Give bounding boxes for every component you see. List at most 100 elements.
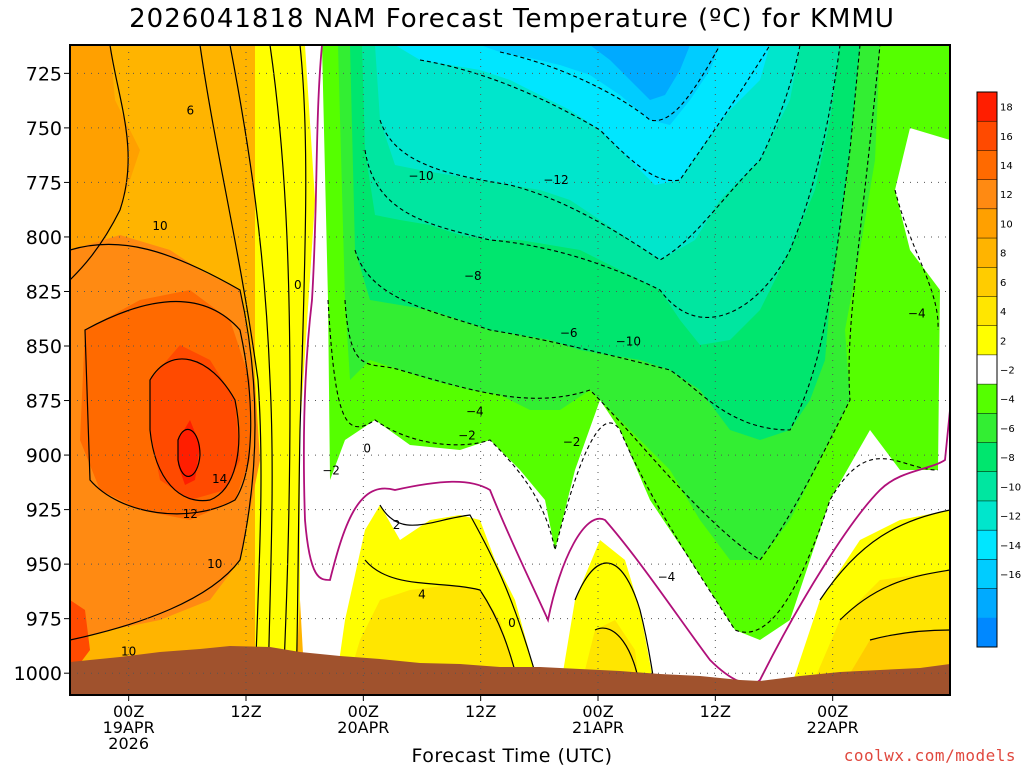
contour-label: 4 bbox=[418, 588, 426, 602]
contour-line bbox=[364, 559, 521, 691]
band-warm-low bbox=[70, 600, 90, 670]
contour-label: −10 bbox=[616, 335, 641, 349]
colorbar-segment bbox=[977, 442, 997, 473]
colorbar-label: −2 bbox=[1000, 366, 1015, 377]
contour-line-zero bbox=[302, 45, 950, 685]
contour-line bbox=[70, 45, 129, 281]
colorbar-segment bbox=[977, 413, 997, 444]
y-tick-label: 900 bbox=[26, 445, 62, 467]
y-tick-label: 875 bbox=[26, 391, 62, 413]
x-tick-label: 12Z bbox=[465, 702, 496, 721]
colorbar-segment bbox=[977, 384, 997, 414]
contour-label: 14 bbox=[212, 472, 227, 486]
colorbar-segment bbox=[977, 530, 997, 560]
colorbar-label: 16 bbox=[1000, 132, 1013, 143]
colorbar-label: −16 bbox=[1000, 570, 1021, 581]
colorbar-segment bbox=[977, 354, 997, 385]
colorbar-label: −10 bbox=[1000, 482, 1021, 493]
y-tick-label: 850 bbox=[26, 336, 62, 358]
colorbar-label: 2 bbox=[1000, 336, 1006, 347]
x-tick-label: 00Z bbox=[348, 702, 379, 721]
contour-label: 0 bbox=[508, 616, 516, 630]
contour-line bbox=[177, 428, 201, 478]
x-tick-label: 00Z bbox=[113, 702, 144, 721]
colorbar-segment bbox=[977, 179, 997, 210]
contour-label: 6 bbox=[186, 103, 194, 117]
x-tick-label: 00Z bbox=[817, 702, 848, 721]
y-tick-label: 950 bbox=[26, 554, 62, 576]
contour-line bbox=[269, 45, 291, 691]
x-tick-label: 2026 bbox=[108, 734, 149, 753]
colorbar-label: 12 bbox=[1000, 190, 1013, 201]
contour-line bbox=[70, 243, 256, 641]
contour-line bbox=[419, 45, 771, 182]
contour-line bbox=[327, 299, 939, 633]
colorbar: 18 16 14 12 10 8 6 4 2 −2 −4 −6 −8 −10 −12 −14 −16 bbox=[976, 91, 1021, 648]
contour-label: 10 bbox=[152, 219, 167, 233]
contour-label: −8 bbox=[464, 269, 482, 283]
contour-label: 2 bbox=[393, 518, 401, 532]
terrain-ground bbox=[70, 646, 950, 695]
freezing-contour bbox=[302, 45, 950, 685]
colorbar-label: 8 bbox=[1000, 249, 1006, 260]
colorbar-segment bbox=[977, 617, 997, 648]
band-minus16 bbox=[590, 45, 690, 100]
contour-label: 12 bbox=[183, 507, 198, 521]
y-tick-label: 925 bbox=[26, 500, 62, 522]
y-tick-label: 775 bbox=[26, 172, 62, 194]
contour-line bbox=[84, 301, 252, 515]
contour-label: −4 bbox=[466, 404, 484, 418]
contour-line bbox=[354, 45, 861, 431]
colorbar-segment bbox=[977, 471, 997, 502]
x-tick-label: 19APR bbox=[103, 718, 155, 737]
contour-label: −4 bbox=[658, 570, 676, 584]
colorbar-segment bbox=[977, 92, 997, 122]
colorbar-segment bbox=[977, 238, 997, 268]
contour-line bbox=[364, 45, 841, 318]
colorbar-label: −4 bbox=[1000, 395, 1015, 406]
colorbar-label: 14 bbox=[1000, 161, 1013, 172]
contour-label: −6 bbox=[560, 326, 578, 340]
contour-label: 0 bbox=[363, 442, 371, 456]
contour-label: −12 bbox=[543, 173, 568, 187]
contour-label: 10 bbox=[121, 644, 136, 658]
x-tick-label: 22APR bbox=[807, 718, 859, 737]
colorbar-label: −8 bbox=[1000, 453, 1015, 464]
contour-label: −2 bbox=[458, 428, 476, 442]
contour-line bbox=[229, 45, 273, 691]
temperature-field: 6 10 0 14 12 10 10 −10 −12 −8 −6 −10 −4 −4 −2 −2 −2 0 2 4 0 −… bbox=[70, 45, 950, 695]
contour-label: 0 bbox=[294, 278, 302, 292]
colorbar-segment bbox=[977, 150, 997, 181]
colorbar-frame bbox=[976, 91, 998, 648]
x-tick-label: 12Z bbox=[230, 702, 261, 721]
colorbar-segment bbox=[977, 208, 997, 239]
contour-line bbox=[379, 45, 801, 261]
y-tick-label: 825 bbox=[26, 281, 62, 303]
y-tick-label: 750 bbox=[26, 118, 62, 140]
y-tick-label: 800 bbox=[26, 227, 62, 249]
colorbar-segment bbox=[977, 588, 997, 619]
contour-line bbox=[839, 569, 950, 621]
colorbar-segment bbox=[977, 121, 997, 151]
contour-line bbox=[819, 509, 950, 601]
band-16-18 bbox=[178, 420, 200, 485]
colorbar-segment bbox=[977, 325, 997, 356]
contour-line bbox=[199, 45, 262, 691]
plot-frame bbox=[69, 44, 951, 696]
colorbar-label: 10 bbox=[1000, 219, 1013, 230]
x-tick-label: 20APR bbox=[337, 718, 389, 737]
colorbar-segment bbox=[977, 267, 997, 297]
colorbar-segment bbox=[977, 296, 997, 327]
band-8-10 bbox=[70, 45, 140, 280]
colorbar-label: −12 bbox=[1000, 512, 1021, 523]
y-tick-label: 725 bbox=[26, 63, 62, 85]
contour-label: −10 bbox=[408, 169, 433, 183]
x-tick-label: 00Z bbox=[582, 702, 613, 721]
chart-title: 2026041818 NAM Forecast Temperature (ºC)… bbox=[129, 4, 895, 34]
band-14-16 bbox=[150, 345, 240, 500]
contour-labels: 6 10 0 14 12 10 10 −10 −12 −8 −6 −10 −4 −4 −2 −2 −2 0 2 4 0 −… bbox=[121, 103, 926, 658]
colorbar-segment bbox=[977, 500, 997, 531]
colorbar-label: 6 bbox=[1000, 278, 1006, 289]
